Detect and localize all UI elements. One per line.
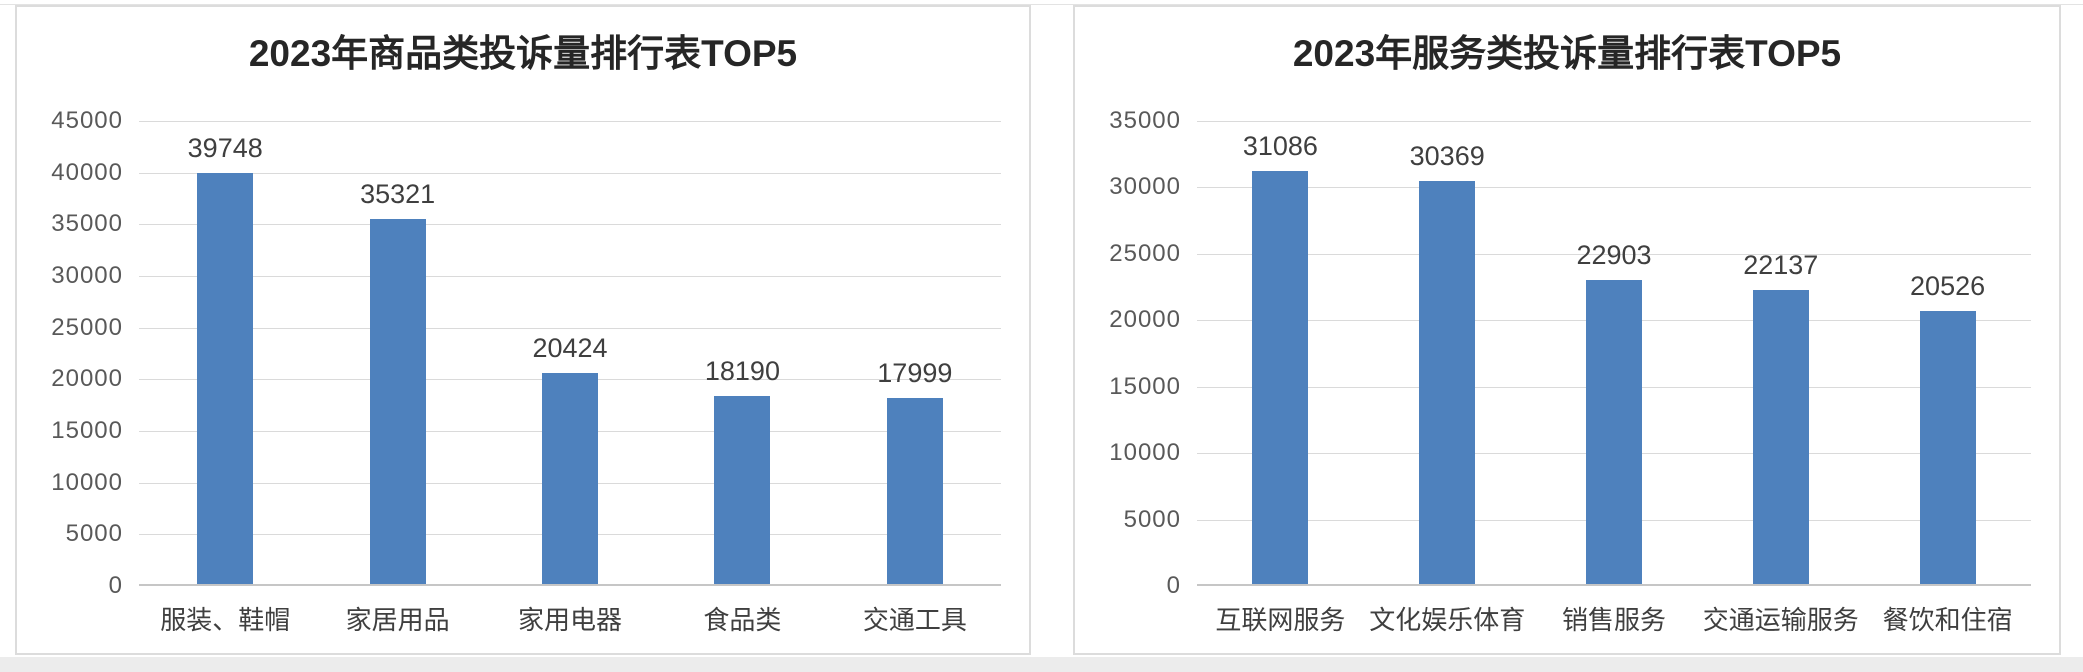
- bar: [369, 219, 426, 584]
- bar-slots: 39748 35321 20424 18190 17999: [139, 121, 1001, 584]
- y-tick-label: 35000: [1109, 107, 1181, 134]
- chart-panel-services: 2023年服务类投诉量排行表TOP5 0 5000 10000 15000 20000 2…: [1073, 5, 2061, 655]
- y-tick-label: 20000: [1109, 306, 1181, 334]
- bar-value-label: 22137: [1743, 250, 1819, 280]
- y-tick-label: 45000: [51, 107, 123, 134]
- x-category-label: 家居用品: [345, 605, 450, 635]
- bar-value-label: 18190: [704, 356, 780, 386]
- bar: [1585, 280, 1642, 584]
- y-tick-label: 25000: [51, 313, 123, 341]
- y-tick-label: 30000: [1109, 173, 1181, 201]
- chart-panel-goods: 2023年商品类投诉量排行表TOP5 0 5000 10000 15000 20000 2…: [15, 5, 1031, 655]
- top-divider-line: [0, 4, 2083, 5]
- x-category-label: 互联网服务: [1215, 605, 1346, 635]
- bar-value-label: 22903: [1576, 240, 1652, 270]
- plot-area: 31086 30369 22903 22137 20526: [1197, 121, 2031, 586]
- gridline: [1197, 121, 2031, 122]
- bar-slot: 20526: [1864, 121, 2031, 584]
- y-tick-label: 10000: [1109, 439, 1181, 467]
- gridline: [139, 224, 1001, 226]
- bar-value-label: 20424: [532, 333, 608, 363]
- y-tick-label: 15000: [51, 417, 123, 444]
- bar-slot: 17999: [829, 121, 1001, 584]
- charts-page: 2023年商品类投诉量排行表TOP5 0 5000 10000 15000 20000 2…: [15, 5, 2061, 655]
- bar: [1752, 290, 1809, 584]
- y-tick-label: 40000: [51, 158, 123, 186]
- chart-title-services: 2023年服务类投诉量排行表TOP5: [1292, 33, 1842, 74]
- bar-value-label: 31086: [1242, 131, 1318, 161]
- gridline: [1197, 253, 2031, 255]
- plot-area: 39748 35321 20424 18190 17999: [139, 121, 1001, 586]
- x-category-label: 文化娱乐体育: [1369, 605, 1526, 635]
- bar: [1252, 171, 1309, 584]
- bar-slot: 20424: [484, 121, 656, 584]
- bar-slot: 22137: [1697, 121, 1864, 584]
- x-category-label: 服装、鞋帽: [160, 605, 291, 635]
- bar: [886, 398, 943, 584]
- chart-body-goods: 0 5000 10000 15000 20000 25000 30000 35000 40000…: [21, 108, 1025, 637]
- y-tick-label: 10000: [51, 468, 123, 496]
- y-tick-label: 35000: [51, 210, 123, 238]
- bar: [1419, 181, 1476, 584]
- x-category-label: 餐饮和住宿: [1882, 605, 2013, 635]
- bar: [1919, 311, 1976, 584]
- x-axis: 服装、鞋帽 家居用品 家用电器 食品类 交通工具: [139, 586, 1001, 637]
- bottom-strip: [0, 657, 2083, 672]
- bar-slot: 31086: [1197, 121, 1364, 584]
- gridline: [139, 172, 1001, 174]
- bar-slot: 35321: [311, 121, 483, 584]
- gridline: [139, 276, 1001, 277]
- bar-slot: 30369: [1364, 121, 1531, 584]
- y-tick-label: 0: [1166, 572, 1181, 599]
- bar-value-label: 30369: [1409, 141, 1485, 171]
- bar-slot: 39748: [139, 121, 311, 584]
- y-tick-label: 20000: [51, 365, 123, 393]
- y-tick-label: 30000: [51, 262, 123, 289]
- bar-slots: 31086 30369 22903 22137 20526: [1197, 121, 2031, 584]
- y-tick-label: 15000: [1109, 372, 1181, 400]
- bar-slot: 22903: [1531, 121, 1698, 584]
- bar-slot: 18190: [656, 121, 828, 584]
- bar-value-label: 35321: [360, 179, 436, 209]
- y-tick-label: 25000: [1109, 239, 1181, 267]
- gridline: [139, 121, 1001, 122]
- x-category-label: 交通运输服务: [1702, 605, 1859, 635]
- bar-value-label: 39748: [187, 133, 263, 163]
- chart-body-services: 0 5000 10000 15000 20000 25000 30000 35000 31086…: [1079, 108, 2055, 637]
- y-tick-label: 0: [108, 572, 123, 599]
- gridline: [1197, 187, 2031, 189]
- bar-value-label: 20526: [1910, 271, 1986, 301]
- gridline: [139, 327, 1001, 329]
- x-category-label: 销售服务: [1561, 605, 1666, 635]
- plot-column: 31086 30369 22903 22137 20526 互联网服务 文化娱乐体育 销售服务…: [1197, 121, 2031, 637]
- chart-title-goods: 2023年商品类投诉量排行表TOP5: [248, 33, 798, 74]
- x-category-label: 家用电器: [518, 605, 623, 635]
- bar: [714, 396, 771, 584]
- bar: [197, 173, 254, 584]
- y-axis: 0 5000 10000 15000 20000 25000 30000 35000: [1079, 108, 1197, 599]
- plot-column: 39748 35321 20424 18190 17999 服装、鞋帽 家居用品 家用电器 食品…: [139, 121, 1001, 637]
- y-tick-label: 5000: [65, 520, 123, 548]
- y-axis: 0 5000 10000 15000 20000 25000 30000 35000 40000…: [21, 108, 139, 599]
- x-category-label: 交通工具: [862, 605, 967, 635]
- x-axis: 互联网服务 文化娱乐体育 销售服务 交通运输服务 餐饮和住宿: [1197, 586, 2031, 637]
- x-category-label: 食品类: [703, 605, 782, 635]
- y-tick-label: 5000: [1123, 505, 1181, 533]
- bar-value-label: 17999: [877, 358, 953, 388]
- bar: [542, 373, 599, 584]
